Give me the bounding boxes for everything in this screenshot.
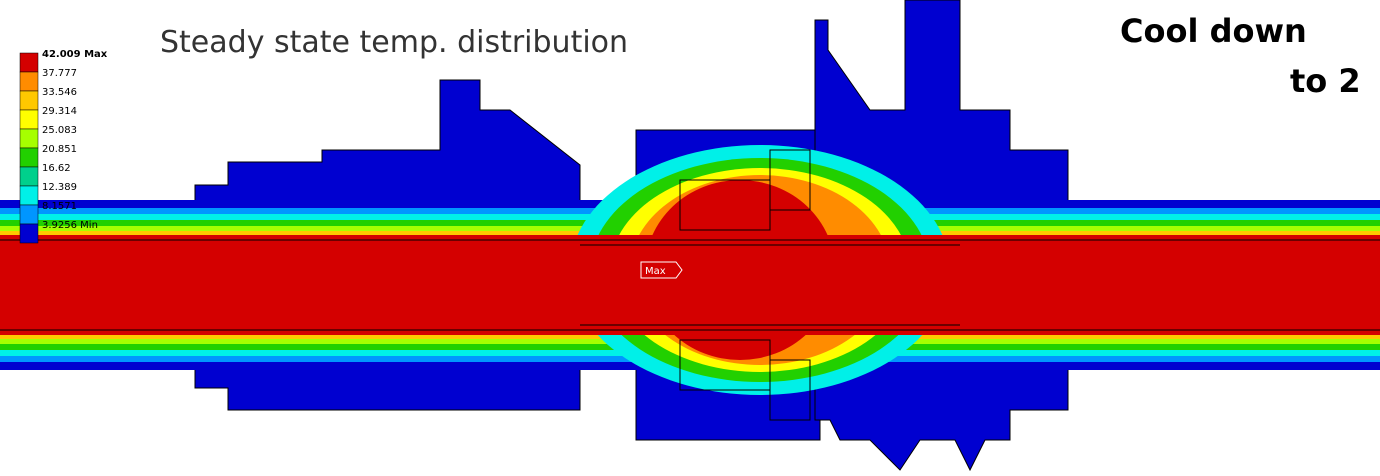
heading-line: to 2 [1290,62,1361,100]
legend-label: 20.851 [42,144,77,155]
temperature-bands [0,145,1380,395]
part-edges [0,149,1380,421]
legend-label: 25.083 [42,125,77,136]
legend-swatch [19,166,39,187]
legend-swatch [19,52,39,73]
legend-label: 3.9256 Min [42,220,98,231]
legend-label: 8.1571 [42,201,77,212]
legend: 42.009 Max 37.777 33.546 29.314 25.083 20.851… [19,49,108,244]
legend-label: 33.546 [42,87,77,98]
heading-line: Cool down [1120,12,1307,50]
probe-label: Max [645,266,666,277]
legend-label: 12.389 [42,182,77,193]
legend-swatch [19,90,39,111]
legend-label: 37.777 [42,68,77,79]
probe-marker: Max [640,261,683,279]
legend-swatch [19,109,39,130]
title: Steady state temp. distribution [160,25,628,60]
legend-swatch [19,204,39,225]
legend-swatch [19,185,39,206]
legend-label: 16.62 [42,163,71,174]
legend-swatch [19,147,39,168]
legend-label: 42.009 Max [42,49,108,60]
legend-swatch [19,223,39,244]
legend-label: 29.314 [42,106,77,117]
legend-swatch [19,128,39,149]
legend-swatch [19,71,39,92]
